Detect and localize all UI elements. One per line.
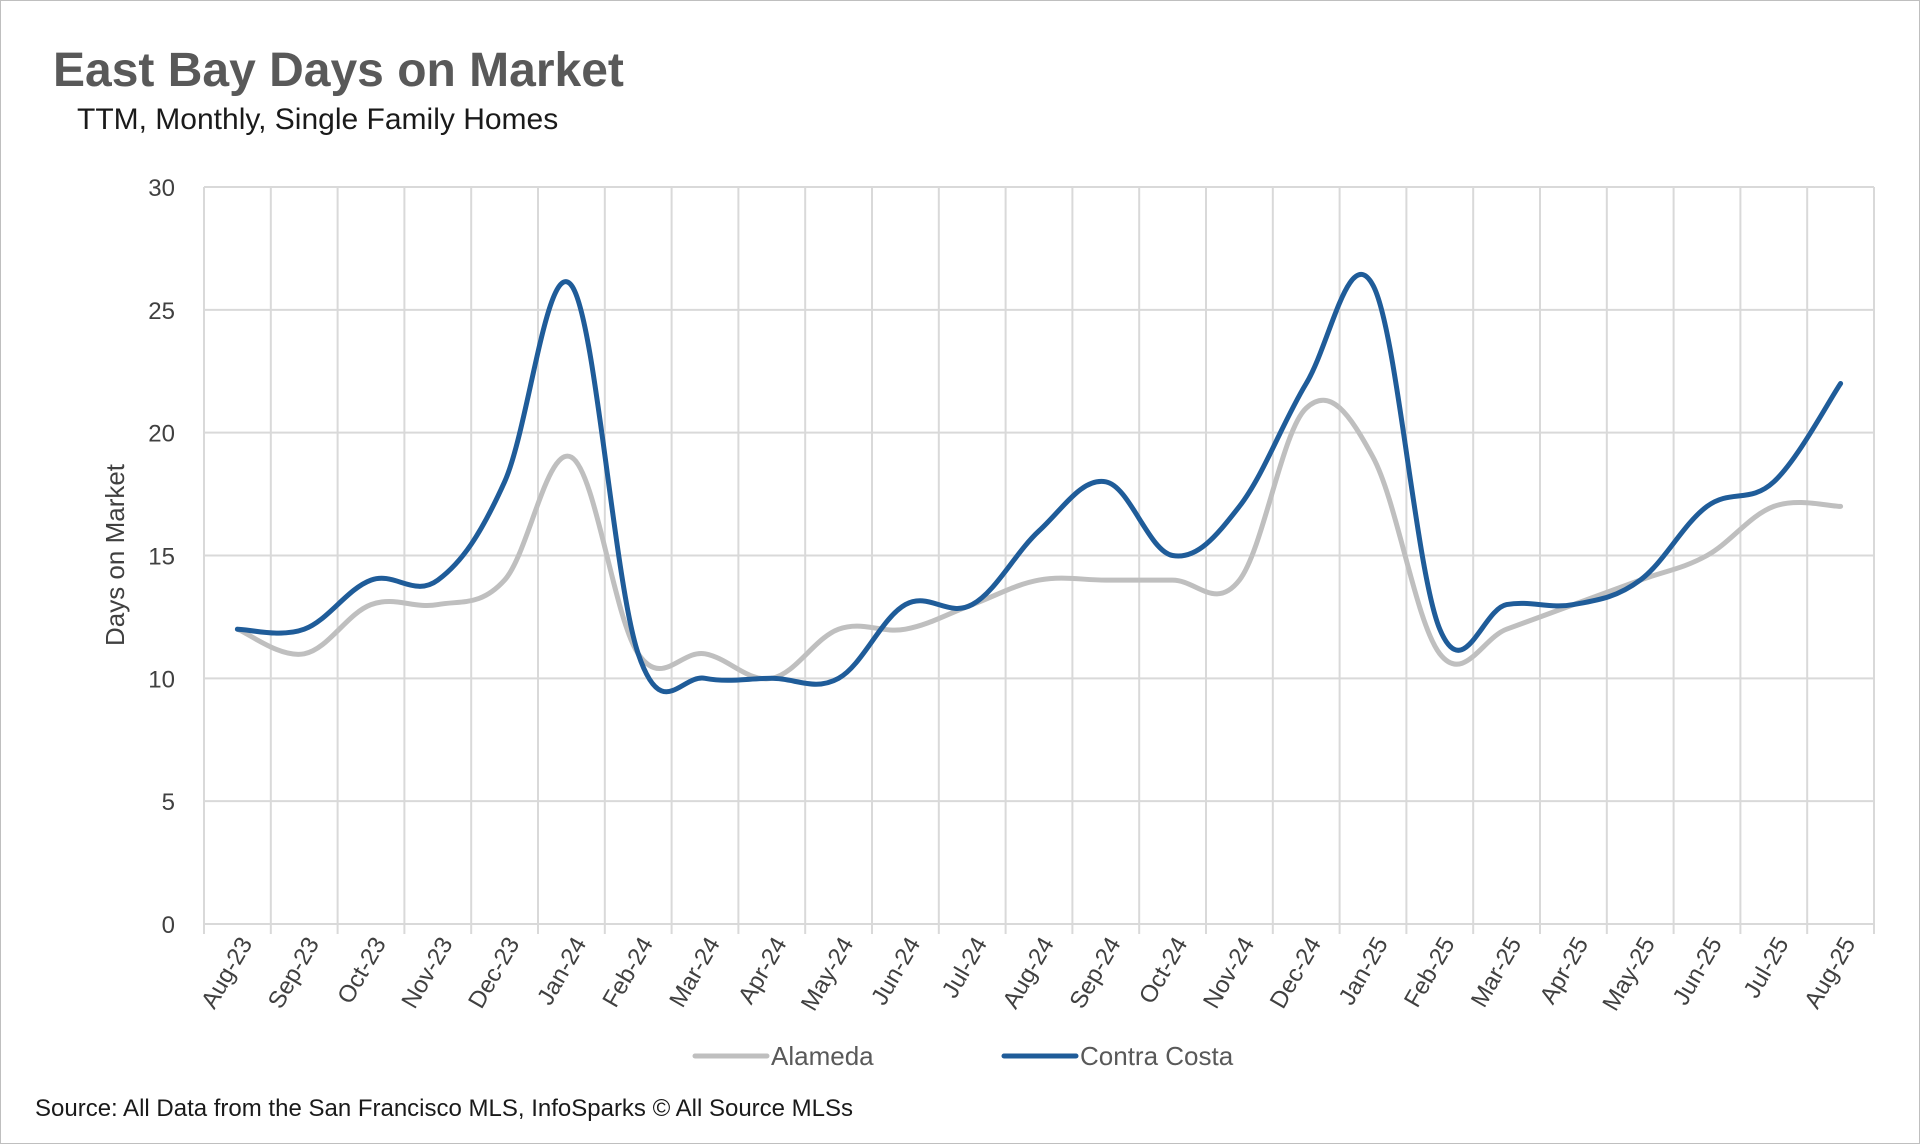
x-tick-label: Apr-25 bbox=[1535, 933, 1594, 1009]
x-tick-label: Jun-24 bbox=[866, 933, 926, 1010]
x-tick-label: Mar-24 bbox=[664, 933, 725, 1012]
series-layer bbox=[234, 272, 1844, 695]
chart-title: East Bay Days on Market bbox=[53, 44, 624, 97]
x-tick-label: Apr-24 bbox=[733, 933, 792, 1009]
x-tick-label: Oct-23 bbox=[332, 933, 391, 1009]
x-tick-label: Jul-25 bbox=[1738, 933, 1794, 1003]
y-tick-label: 10 bbox=[148, 666, 175, 693]
x-tick-label: Dec-24 bbox=[1265, 933, 1327, 1014]
x-tick-label: Aug-23 bbox=[196, 933, 258, 1014]
x-tick-label: Feb-25 bbox=[1399, 933, 1460, 1012]
y-tick-label: 30 bbox=[148, 175, 175, 202]
series-line-contra-costa bbox=[234, 272, 1844, 695]
x-tick-label: Feb-24 bbox=[597, 933, 658, 1012]
y-axis-title: Days on Market bbox=[100, 463, 130, 646]
x-tick-label: Nov-23 bbox=[396, 933, 458, 1014]
x-axis-ticks: Aug-23 Sep-23 Oct-23 Nov-23 Dec-23 Jan-24 Feb-… bbox=[196, 933, 1861, 1016]
x-tick-label: Jan-24 bbox=[532, 933, 592, 1010]
series-line-alameda bbox=[234, 397, 1844, 682]
x-tick-label: Sep-24 bbox=[1064, 933, 1126, 1014]
legend: Alameda Contra Costa bbox=[692, 1041, 1234, 1071]
legend-label-contra-costa: Contra Costa bbox=[1080, 1041, 1234, 1071]
x-tick-label: May-24 bbox=[796, 933, 859, 1016]
x-tick-label: Oct-24 bbox=[1134, 933, 1193, 1009]
x-tick-label: Aug-25 bbox=[1799, 933, 1861, 1014]
x-tick-label: Jul-24 bbox=[937, 933, 993, 1003]
x-tick-label: May-25 bbox=[1597, 933, 1660, 1016]
y-tick-label: 25 bbox=[148, 298, 175, 325]
y-tick-label: 15 bbox=[148, 544, 175, 571]
y-tick-label: 0 bbox=[162, 912, 175, 939]
y-axis-ticks: 0 5 10 15 20 25 30 bbox=[148, 175, 175, 939]
x-tick-label: Mar-25 bbox=[1466, 933, 1527, 1012]
source-note: Source: All Data from the San Francisco … bbox=[35, 1095, 854, 1122]
x-tick-label: Nov-24 bbox=[1198, 933, 1260, 1014]
grid-layer bbox=[203, 186, 1875, 934]
x-tick-label: Dec-23 bbox=[463, 933, 525, 1014]
legend-item-contra-costa: Contra Costa bbox=[1001, 1041, 1234, 1071]
x-tick-label: Jan-25 bbox=[1334, 933, 1394, 1010]
x-tick-label: Sep-23 bbox=[263, 933, 325, 1014]
legend-item-alameda: Alameda bbox=[692, 1041, 874, 1071]
y-tick-label: 5 bbox=[162, 789, 175, 816]
x-tick-label: Aug-24 bbox=[998, 933, 1060, 1014]
x-tick-label: Jun-25 bbox=[1668, 933, 1728, 1010]
legend-label-alameda: Alameda bbox=[771, 1041, 874, 1071]
chart-subtitle: TTM, Monthly, Single Family Homes bbox=[77, 103, 559, 136]
y-tick-label: 20 bbox=[148, 421, 175, 448]
